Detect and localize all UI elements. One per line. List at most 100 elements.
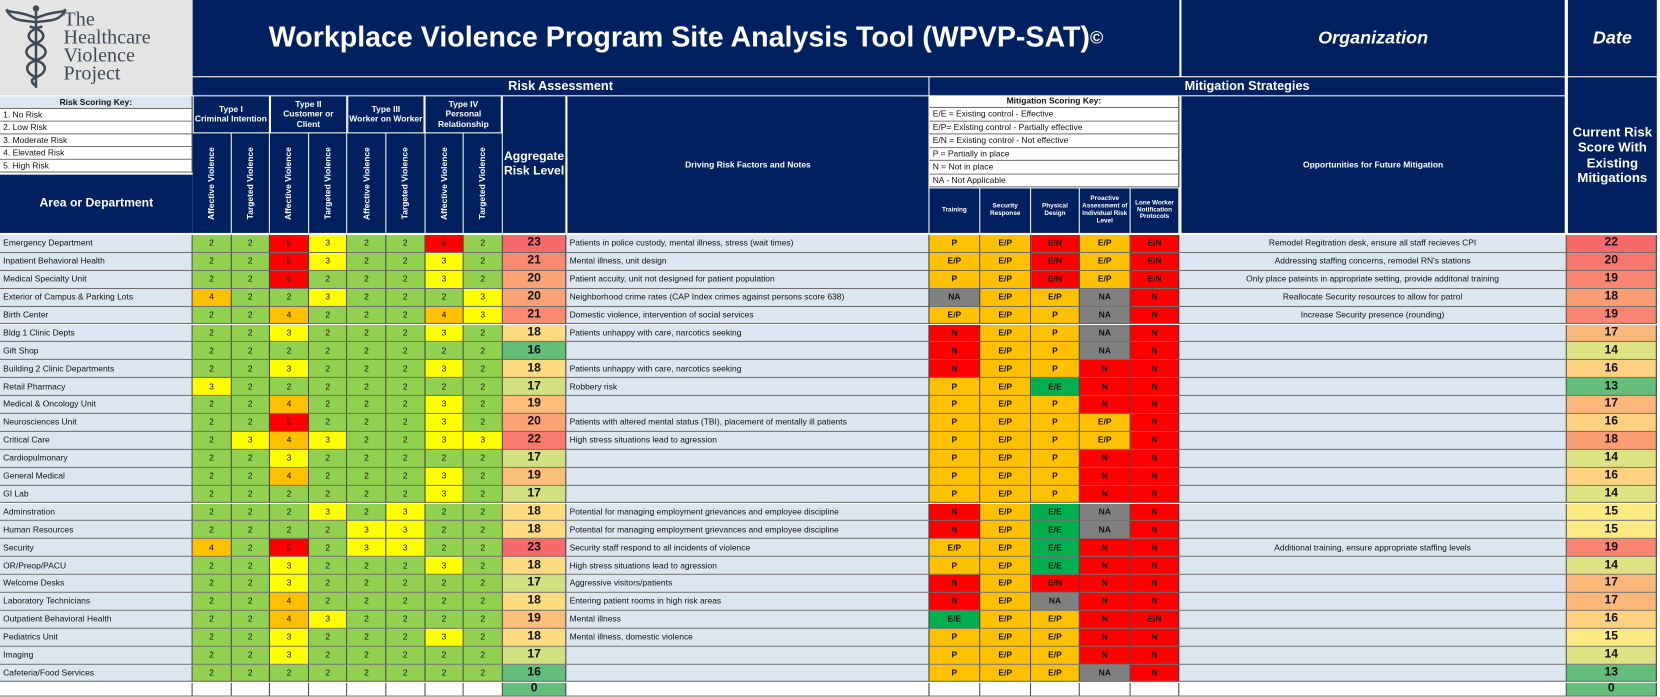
mitigation-score: E/P <box>980 467 1032 486</box>
mitigation-score: N <box>1130 449 1180 468</box>
type-desc: Worker on Worker <box>349 114 423 124</box>
date-label: Date <box>1592 27 1632 48</box>
risk-score-text: 2 <box>209 667 214 678</box>
mitigation-header: Lone Worker Notification Protocols <box>1130 188 1180 233</box>
risk-score: 5 <box>270 413 309 432</box>
type-header: Type I Criminal Intention <box>193 96 270 133</box>
risk-score: 2 <box>386 628 426 647</box>
risk-score: 2 <box>192 664 232 683</box>
mitigation-score: E/P <box>1031 646 1080 665</box>
risk-key-item: 4. Elevated Risk <box>0 147 193 160</box>
risk-score-text: 3 <box>364 524 369 535</box>
risk-score-text: 2 <box>325 453 331 463</box>
risk-score-text: 2 <box>402 632 408 642</box>
mitigation-score-text: E/N <box>1047 256 1063 266</box>
area-header-text: Area or Department <box>39 196 154 210</box>
risk-score-text: 2 <box>325 471 331 481</box>
risk-score: 2 <box>347 396 387 414</box>
current-score-text: 15 <box>1604 504 1619 518</box>
mitigation-score: NA <box>1079 664 1131 683</box>
risk-score: 2 <box>463 521 503 540</box>
risk-score: 3 <box>308 503 348 522</box>
risk-score-text: 2 <box>325 345 331 356</box>
risk-score-text: 2 <box>286 292 292 302</box>
risk-score-text: 2 <box>209 489 214 499</box>
risk-score-text: 2 <box>480 238 486 249</box>
mitigation-score-text: N <box>1101 453 1108 463</box>
risk-score: 2 <box>192 467 232 486</box>
risk-notes-text: Mental illness, unit design <box>569 256 667 266</box>
mitigation-score: P <box>929 646 981 665</box>
mitigation-score-text: N <box>1151 667 1158 678</box>
area-cell-text: Cardiopulmonary <box>3 453 68 463</box>
mitigation-score: E/P <box>980 396 1032 414</box>
mitigation-score-text: P <box>1052 435 1058 445</box>
area-cell-text: Medical Specialty Unit <box>3 274 87 284</box>
risk-score: 4 <box>270 396 309 414</box>
mitigation-score-text: N <box>1101 560 1108 571</box>
risk-score: 2 <box>386 378 426 397</box>
risk-score: 2 <box>386 664 426 683</box>
risk-notes: Patients unhappy with care, narcotics se… <box>566 324 930 343</box>
risk-score: 2 <box>308 396 348 414</box>
mitigation-score: NA <box>1079 288 1131 307</box>
aggregate-score: 17 <box>502 378 567 397</box>
mitigation-score-text: N <box>1151 310 1158 320</box>
risk-score: 2 <box>425 342 464 361</box>
opportunity-notes <box>1179 413 1567 432</box>
risk-score: 5 <box>270 252 309 271</box>
aggregate-score: 20 <box>502 413 567 432</box>
risk-score: 2 <box>347 270 387 289</box>
risk-score-text: 2 <box>364 310 369 320</box>
mitigation-score: N <box>1079 557 1131 575</box>
mitigation-score-text: N <box>1101 650 1108 660</box>
risk-score: 3 <box>463 306 503 325</box>
risk-score: 2 <box>231 324 271 343</box>
current-score-text: 18 <box>1604 433 1619 446</box>
risk-score-text: 3 <box>286 632 292 642</box>
risk-notes-text: Domestic violence, intervention of socia… <box>569 310 754 320</box>
mitigation-header-text: Training <box>942 207 967 214</box>
mitigation-score: N <box>1079 485 1131 504</box>
mitigation-score-text: N <box>1101 542 1108 553</box>
mitigation-score: E/P <box>980 252 1032 271</box>
risk-score: 2 <box>192 342 232 361</box>
risk-score: 2 <box>347 235 387 253</box>
mitigation-score-text: E/P <box>1048 667 1062 678</box>
mitigation-score-text: E/N <box>1147 238 1162 249</box>
risk-score: 2 <box>347 449 387 468</box>
risk-score-text: 3 <box>441 399 447 410</box>
current-score-text: 14 <box>1604 647 1619 661</box>
mitigation-score-text: E/E <box>1048 381 1062 392</box>
risk-score: 3 <box>270 557 309 575</box>
area-cell-text: Welcome Desks <box>3 578 65 589</box>
aggregate-score: 18 <box>502 557 567 575</box>
aggregate-score-text: 20 <box>527 290 541 303</box>
area-cell: Inpatient Behavioral Health <box>0 252 193 271</box>
aggregate-score-text: 18 <box>527 325 541 339</box>
risk-score: 2 <box>386 235 426 253</box>
mitigation-score: E/N <box>1031 270 1080 289</box>
risk-notes: Entering patient rooms in high risk area… <box>566 592 930 611</box>
risk-score-text: 2 <box>402 614 408 624</box>
mitigation-score: NA <box>1079 306 1131 325</box>
risk-score-text: 2 <box>441 345 447 356</box>
mitigation-score: E/N <box>1130 610 1180 629</box>
risk-score-text: 2 <box>209 524 214 535</box>
risk-score: 2 <box>231 485 271 504</box>
risk-score-text: 2 <box>325 489 331 499</box>
risk-score: 2 <box>308 324 348 343</box>
risk-score: 3 <box>270 449 309 468</box>
subtype-header-text: Affective Violence <box>439 146 449 220</box>
mitigation-header-text: Proactive Assessment of Individual Risk … <box>1082 196 1128 225</box>
mitigation-score-text: N <box>1151 417 1158 428</box>
current-score: 14 <box>1566 557 1657 575</box>
risk-score: 2 <box>347 360 387 379</box>
aggregate-score-text: 16 <box>527 343 541 357</box>
opportunity-notes <box>1179 628 1567 647</box>
mitigation-score-text: E/P <box>998 238 1013 249</box>
area-cell: Outpatient Behavioral Health <box>0 610 193 629</box>
risk-score: 2 <box>463 235 503 253</box>
total-blank <box>980 682 1032 697</box>
mitigation-score: N <box>1079 610 1131 629</box>
